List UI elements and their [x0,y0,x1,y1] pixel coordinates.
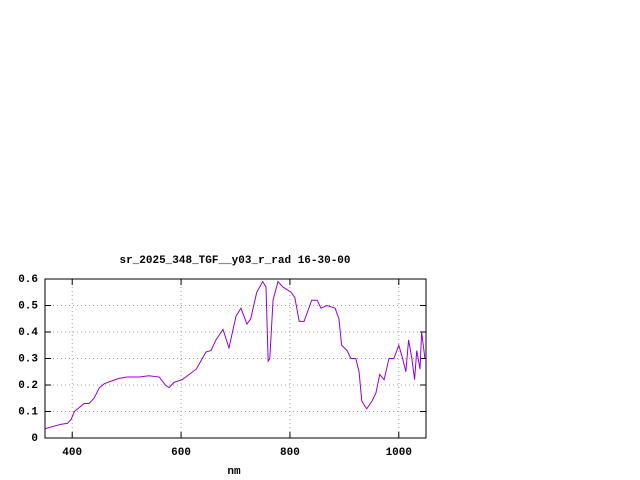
y-tick-label: 0.3 [18,353,38,365]
x-tick-label: 800 [280,447,300,459]
y-tick-label: 0.5 [18,300,38,312]
y-tick-label: 0.2 [18,380,38,392]
data-line [44,280,426,430]
x-tick-label: 600 [171,447,191,459]
y-tick-label: 0.1 [18,406,38,418]
y-tick-label: 0.6 [18,274,38,286]
y-tick-label: 0 [31,433,38,445]
y-tick-label: 0.4 [18,327,38,339]
x-axis-label: nm [227,466,241,478]
chart-title: sr_2025_348_TGF__y03_r_rad 16-30-00 [119,255,350,267]
plot-border [44,278,427,439]
x-tick-label: 400 [62,447,82,459]
x-tick-label: 1000 [386,447,412,459]
